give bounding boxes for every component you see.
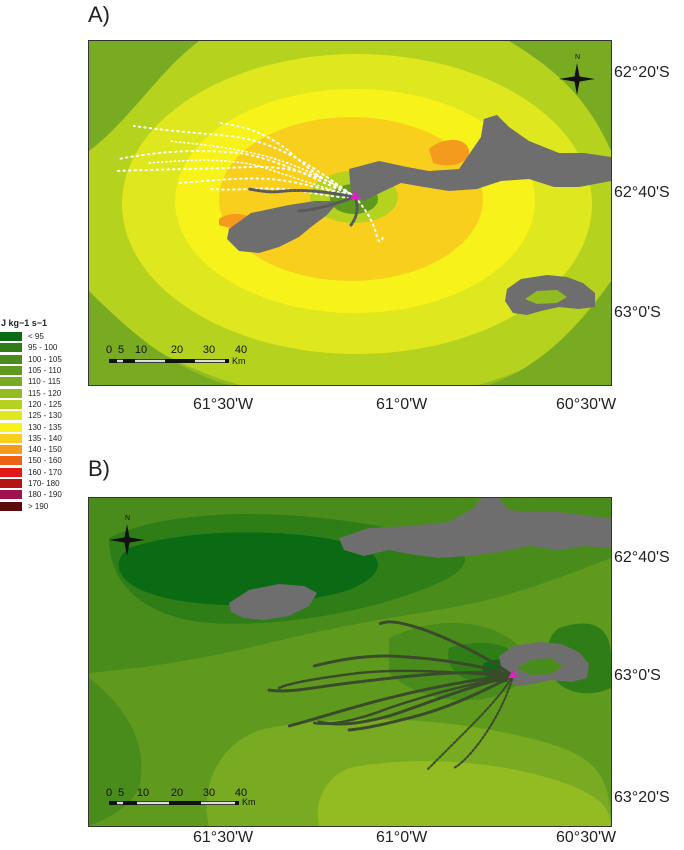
- lon-label-a-3: 60°30'W: [556, 396, 617, 413]
- panel-b-label: B): [88, 456, 110, 481]
- land-b: [229, 498, 611, 686]
- scale-unit: Km: [232, 356, 246, 366]
- land-a: [227, 115, 611, 315]
- legend-swatch: [0, 490, 22, 500]
- legend-swatch: [0, 332, 22, 342]
- lon-label-a-2: 61°0'W: [376, 396, 428, 413]
- colony-marker-a: [350, 191, 360, 199]
- legend-item: 140 - 150: [0, 444, 80, 455]
- legend-item: 130 - 135: [0, 421, 80, 432]
- lat-label-b-2: 63°0'S: [614, 667, 661, 684]
- legend-label: 110 - 115: [28, 377, 61, 387]
- legend-swatch: [0, 388, 22, 398]
- scale-tick-5: 5: [118, 344, 124, 356]
- legend-label: 120 - 125: [28, 399, 62, 409]
- scale-bar-b: [109, 801, 239, 805]
- scale-tick-30: 30: [203, 344, 215, 356]
- scale-tick-20: 20: [171, 787, 183, 799]
- energy-map-a: 0 5 10 20 30 40 Km N: [89, 41, 611, 385]
- legend-swatch: [0, 366, 22, 376]
- foraging-tracks-b: [267, 620, 515, 771]
- legend-swatch: [0, 343, 22, 353]
- legend-item: 120 - 125: [0, 399, 80, 410]
- scale-tick-10: 10: [137, 787, 149, 799]
- legend-label: 115 - 120: [28, 388, 62, 398]
- legend-title: J kg−1 s−1: [1, 318, 48, 328]
- legend-label: 135 - 140: [28, 433, 62, 443]
- lat-label-b-3: 63°20'S: [614, 789, 670, 806]
- legend-label: 105 - 110: [28, 366, 62, 376]
- legend-label: 180 - 190: [28, 490, 62, 500]
- lon-label-b-2: 61°0'W: [376, 829, 428, 846]
- legend-item: > 190: [0, 500, 80, 511]
- north-label: N: [125, 515, 130, 522]
- scale-bar-labels-a: 0 5 10 20 30 40 Km: [106, 344, 247, 366]
- legend-label: < 95: [28, 332, 44, 342]
- legend-label: 160 - 170: [28, 467, 62, 477]
- north-arrow-icon: N: [559, 54, 595, 95]
- scale-tick-0: 0: [106, 344, 112, 356]
- lat-label-b-1: 62°40'S: [614, 549, 670, 566]
- legend-label: 130 - 135: [28, 422, 62, 432]
- legend-item: 115 - 120: [0, 387, 80, 398]
- colony-marker-b: [508, 670, 518, 678]
- legend-label: 140 - 150: [28, 445, 62, 455]
- contour-bands-a: [89, 41, 611, 385]
- scale-tick-5: 5: [118, 787, 124, 799]
- legend-item: 95 - 100: [0, 342, 80, 353]
- legend-swatch: [0, 433, 22, 443]
- legend-item: 110 - 115: [0, 376, 80, 387]
- legend-label: > 190: [28, 501, 49, 511]
- scale-unit: Km: [242, 797, 256, 807]
- scale-tick-10: 10: [135, 344, 147, 356]
- foraging-tracks-a: [113, 122, 384, 243]
- legend-item: 170- 180: [0, 478, 80, 489]
- legend-item: 150 - 160: [0, 455, 80, 466]
- legend-swatch: [0, 501, 22, 511]
- map-panel-b[interactable]: 0 5 10 20 30 40 Km N: [88, 497, 612, 827]
- scale-bar-labels-b: 0 5 10 20 30 40 Km: [106, 787, 256, 807]
- scale-bar-a: [109, 359, 229, 363]
- lon-label-a-1: 61°30'W: [193, 396, 254, 413]
- legend-swatch: [0, 399, 22, 409]
- legend-label: 150 - 160: [28, 456, 62, 466]
- scale-tick-0: 0: [106, 787, 112, 799]
- legend-item: 105 - 110: [0, 365, 80, 376]
- lat-label-a-2: 62°40'S: [614, 184, 670, 201]
- legend-swatch: [0, 411, 22, 421]
- legend-swatch: [0, 354, 22, 364]
- legend-swatch: [0, 422, 22, 432]
- lat-label-a-1: 62°20'S: [614, 64, 670, 81]
- legend-label: 100 - 105: [28, 354, 62, 364]
- legend-swatch: [0, 479, 22, 488]
- legend-item: 160 - 170: [0, 467, 80, 478]
- legend-item: 180 - 190: [0, 489, 80, 500]
- scale-tick-40: 40: [235, 787, 247, 799]
- map-panel-a[interactable]: 0 5 10 20 30 40 Km N: [88, 40, 612, 386]
- energy-map-b: 0 5 10 20 30 40 Km N: [89, 498, 611, 826]
- legend-item: 135 - 140: [0, 433, 80, 444]
- scale-tick-40: 40: [235, 344, 247, 356]
- north-label: N: [575, 54, 580, 61]
- scale-tick-20: 20: [171, 344, 183, 356]
- legend-label: 125 - 130: [28, 411, 62, 421]
- legend-label: 170- 180: [28, 479, 60, 488]
- panel-a-label: A): [88, 2, 110, 27]
- legend-item: < 95: [0, 331, 80, 342]
- north-arrow-icon: N: [109, 515, 145, 556]
- legend-swatch: [0, 445, 22, 455]
- legend-swatch: [0, 377, 22, 387]
- legend-swatch: [0, 467, 22, 477]
- lon-label-b-1: 61°30'W: [193, 829, 254, 846]
- energy-legend: J kg−1 s−1 < 95 95 - 100 100 - 105 105 - 11…: [0, 318, 80, 512]
- lat-label-a-3: 63°0'S: [614, 304, 661, 321]
- lon-label-b-3: 60°30'W: [556, 829, 617, 846]
- legend-item: 100 - 105: [0, 354, 80, 365]
- scale-tick-30: 30: [203, 787, 215, 799]
- legend-swatch: [0, 456, 22, 466]
- legend-item: 125 - 130: [0, 410, 80, 421]
- legend-items: < 95 95 - 100 100 - 105 105 - 110 110 - 115 1…: [0, 331, 80, 512]
- legend-label: 95 - 100: [28, 343, 58, 353]
